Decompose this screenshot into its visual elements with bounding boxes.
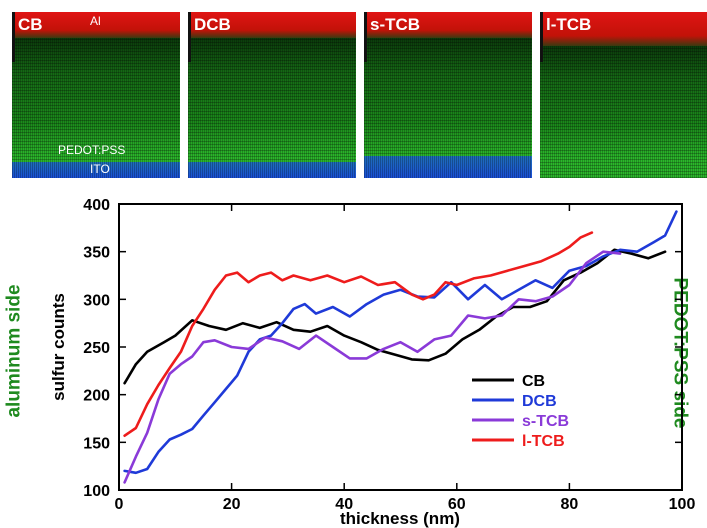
legend-label: DCB — [522, 393, 557, 410]
y-tick-label: 350 — [83, 245, 110, 262]
series-line-s-tcb — [123, 250, 622, 484]
y-tick-label: 300 — [83, 292, 110, 309]
ito-annotation: ITO — [90, 162, 110, 176]
panel-label: l-TCB — [546, 15, 592, 34]
legend-label: s-TCB — [522, 413, 569, 430]
active-layer — [540, 46, 707, 178]
active-layer — [188, 38, 356, 178]
panel-label: CB — [18, 15, 43, 34]
x-axis-label: thickness (nm) — [340, 509, 460, 528]
legend-label: l-TCB — [522, 433, 565, 450]
panel-label: s-TCB — [370, 15, 421, 34]
ito-layer — [364, 156, 532, 178]
al-layer — [540, 12, 707, 46]
plot-frame — [118, 203, 683, 491]
series-line-cb — [123, 248, 667, 385]
al-annotation: Al — [90, 14, 101, 28]
scale-bar — [12, 12, 15, 62]
ito-layer — [12, 162, 180, 178]
scale-bar — [188, 12, 191, 62]
panel-label: DCB — [194, 15, 231, 34]
map-panel-s-tcb: s-TCB — [364, 12, 532, 178]
y-tick-label: 150 — [83, 435, 110, 452]
map-panel-dcb: DCB — [188, 12, 356, 178]
y-axis-label: sulfur counts — [49, 293, 68, 401]
al-layer — [12, 12, 180, 38]
pedot-annotation: PEDOT:PSS — [58, 143, 126, 157]
legend-label: CB — [522, 373, 545, 390]
al-layer — [188, 12, 356, 38]
active-layer — [364, 38, 532, 178]
x-tick-label: 20 — [223, 496, 241, 513]
x-tick-label: 80 — [561, 496, 579, 513]
x-tick-label: 100 — [669, 496, 696, 513]
series-line-l-tcb — [123, 231, 594, 438]
y-tick-label: 200 — [83, 388, 110, 405]
x-tick-label: 40 — [335, 496, 353, 513]
ito-layer — [188, 162, 356, 178]
active-layer — [12, 38, 180, 178]
map-panel-cb: CB Al PEDOT:PSS ITO — [12, 12, 180, 178]
scale-bar — [540, 12, 543, 62]
x-tick-label: 0 — [115, 496, 124, 513]
x-tick-label: 60 — [448, 496, 466, 513]
series-line-dcb — [123, 210, 678, 475]
al-layer — [364, 12, 532, 38]
y-tick-label: 100 — [83, 483, 110, 500]
y-tick-label: 400 — [83, 197, 110, 214]
map-panel-l-tcb: l-TCB — [540, 12, 707, 178]
y-tick-label: 250 — [83, 340, 110, 357]
scale-bar — [364, 12, 367, 62]
